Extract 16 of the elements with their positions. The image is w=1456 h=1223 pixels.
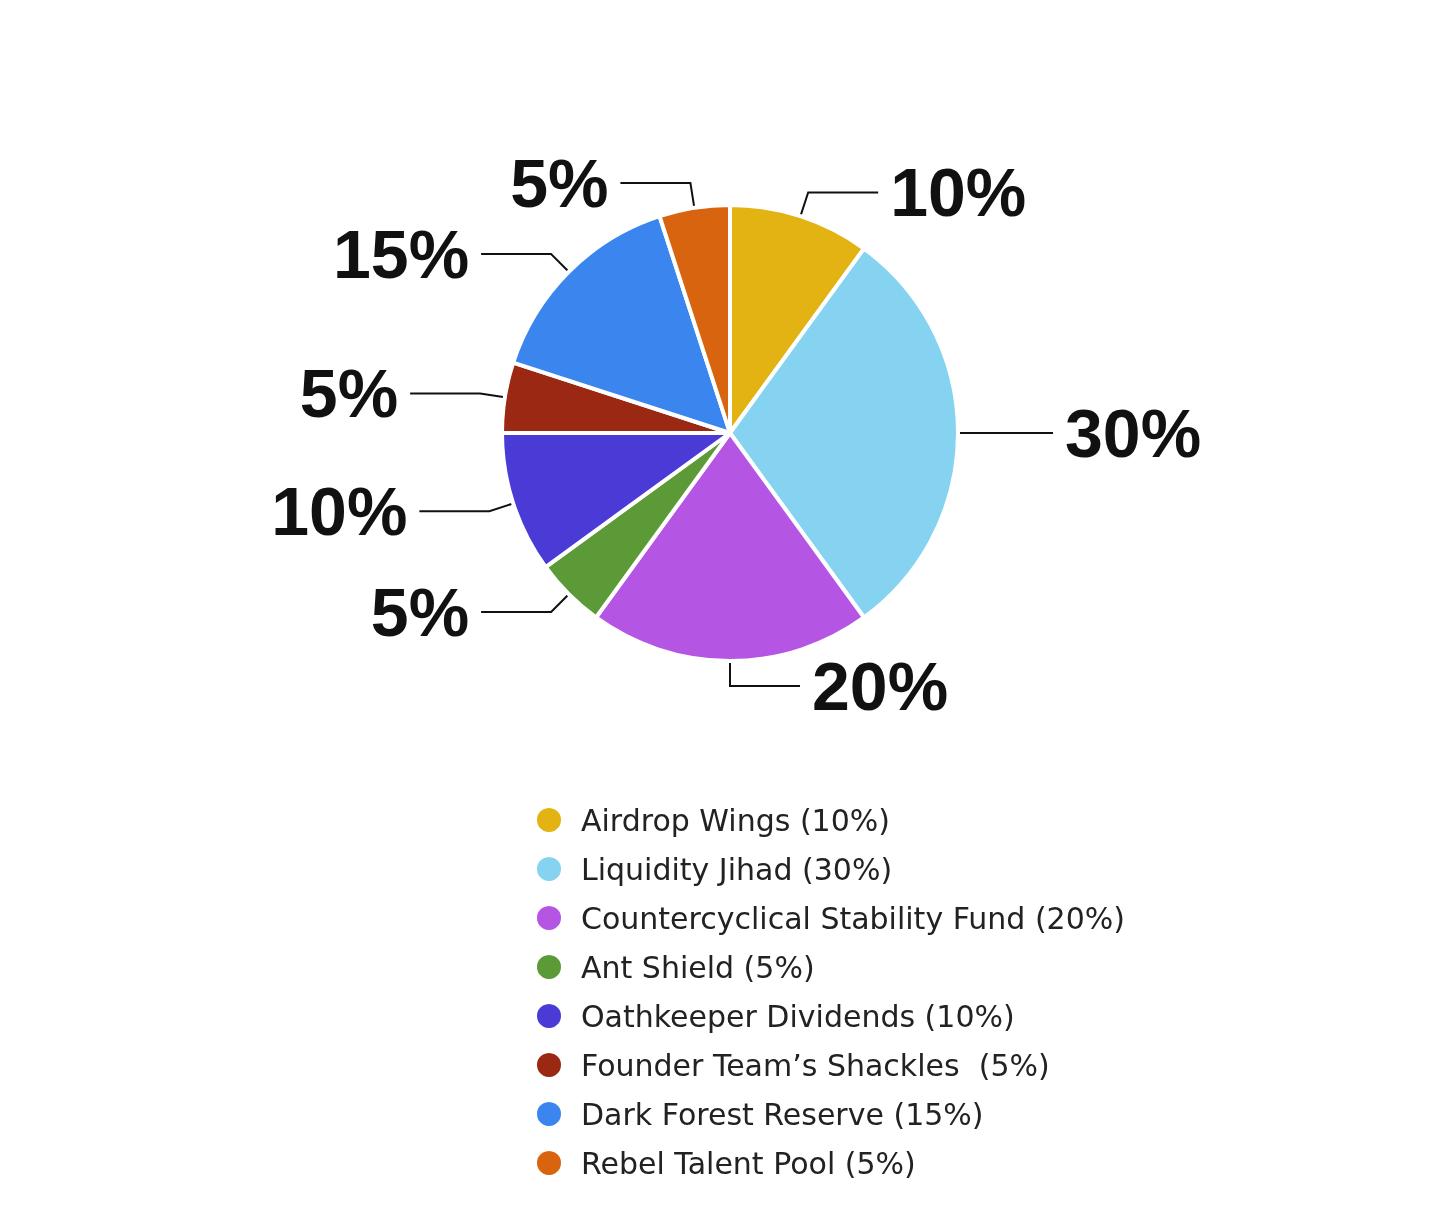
legend-label: Ant Shield (5%) <box>581 949 815 985</box>
data-label: 10% <box>890 154 1027 231</box>
data-label: 15% <box>332 216 470 293</box>
legend-label: Rebel Talent Pool (5%) <box>581 1145 916 1181</box>
data-label: 5% <box>370 573 470 650</box>
legend-label: Liquidity Jihad (30%) <box>581 851 893 887</box>
data-label: 30% <box>1065 395 1202 471</box>
data-label: 5% <box>510 145 609 222</box>
legend-label: Dark Forest Reserve (15%) <box>581 1096 984 1132</box>
data-label: 5% <box>299 355 399 432</box>
legend-label: Airdrop Wings (10%) <box>581 802 890 838</box>
data-label: 20% <box>812 648 949 724</box>
data-label: 10% <box>271 473 408 550</box>
legend-label: Countercyclical Stability Fund (20%) <box>581 900 1125 936</box>
legend-label: Oathkeeper Dividends (10%) <box>581 998 1015 1034</box>
legend-label: Founder Team’s Shackles (5%) <box>581 1047 1050 1083</box>
